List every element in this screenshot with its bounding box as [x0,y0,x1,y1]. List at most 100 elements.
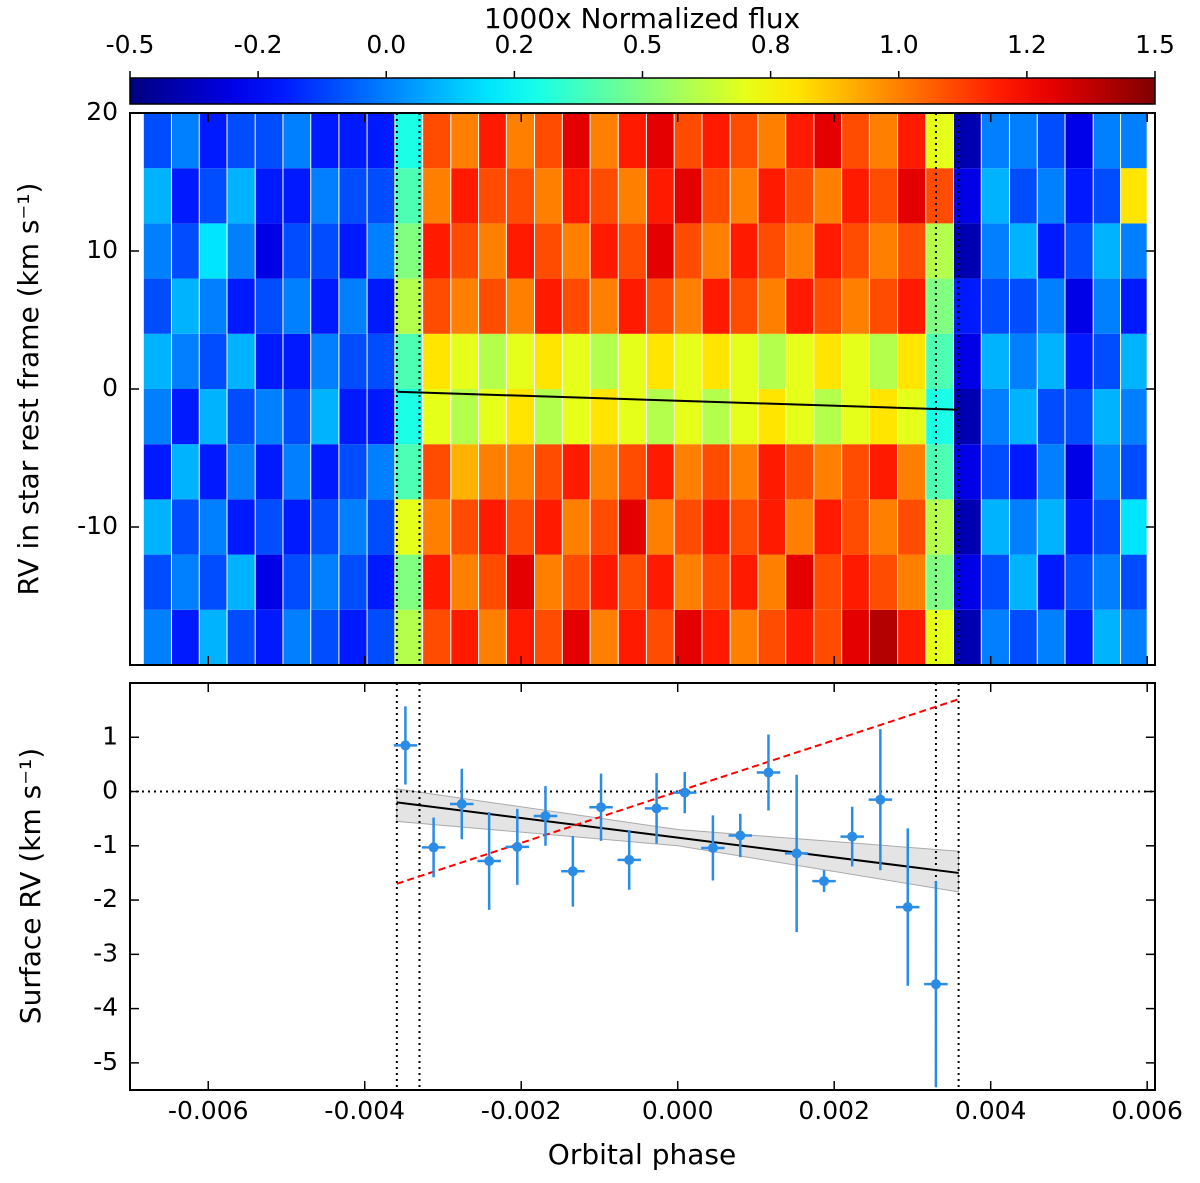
heatmap-cell [171,113,199,169]
heatmap-cell [926,389,954,445]
heatmap-cell [283,609,311,665]
heatmap-cell [367,499,395,555]
heatmap-cell [199,609,227,665]
heatmap-cell [646,223,674,279]
x-tick-label: 0.002 [798,1096,870,1125]
heatmap-cell [451,554,479,610]
heatmap-cell [395,609,423,665]
heatmap-cell [786,554,814,610]
heatmap-cell [255,168,283,224]
colorbar-tick-label: 1.5 [1135,30,1175,59]
heatmap-cell [1037,113,1065,169]
heatmap-cell [730,333,758,389]
heatmap-cell [786,389,814,445]
heatmap-cell [758,554,786,610]
heatmap-cell [730,444,758,500]
colorbar-tick-label: -0.2 [234,30,283,59]
heatmap-cell [506,113,535,169]
heatmap-cell [590,609,618,665]
heatmap-cell [423,389,451,445]
heatmap-cell [618,168,646,224]
heatmap-cell [1037,168,1065,224]
heatmap-cell [758,333,786,389]
heatmap-cell [590,499,618,555]
heatmap-cell [423,333,451,389]
heatmap-cell [702,333,730,389]
heatmap-cell [1009,168,1037,224]
heatmap-cell [199,554,227,610]
heatmap-cell [981,168,1009,224]
heatmap-cell [451,389,479,445]
heatmap-cell [842,609,869,665]
heatmap-cell [758,168,786,224]
heatmap-cell [646,554,674,610]
data-point [875,794,886,805]
heatmap-cell [1093,444,1121,500]
heatmap-cell [535,278,562,334]
heatmap-cell [255,223,283,279]
heatmap-cell [758,499,786,555]
heatmap-cell [283,499,311,555]
heatmap-cell [283,444,311,500]
heatmap-cell [479,609,506,665]
heatmap-cell [1065,168,1093,224]
heatmap-cell [451,333,479,389]
heatmap-cell [1065,278,1093,334]
data-point [707,842,718,853]
heatmap-cell [730,554,758,610]
heatmap-cell [842,499,869,555]
heatmap-cell [171,333,199,389]
heatmap-cell [954,389,981,445]
heatmap-cell [674,444,702,500]
heatmap-cell [1037,554,1065,610]
heatmap-cell [981,278,1009,334]
heatmap-cell [702,609,730,665]
heatmap-cell [786,499,814,555]
heatmap-cell [981,444,1009,500]
heatmap-cell [898,499,926,555]
y-tick-label: 0 [102,373,118,402]
heatmap-cell [506,554,535,610]
heatmap-cell [423,444,451,500]
heatmap-cell [506,223,535,279]
heatmap-cell [786,444,814,500]
heatmap-cell [590,278,618,334]
colorbar-tick-label: 1.0 [879,30,919,59]
data-point [735,830,746,841]
heatmap-cell [143,333,171,389]
heatmap-cell [618,444,646,500]
heatmap-cell [646,499,674,555]
heatmap-cell [1121,609,1147,665]
heatmap-cell [898,609,926,665]
heatmap-cell [535,554,562,610]
heatmap-cell [758,444,786,500]
heatmap-cell [367,278,395,334]
data-point [819,876,830,887]
data-point [624,854,635,865]
heatmap-cell [786,609,814,665]
heatmap-cell [1065,333,1093,389]
heatmap-cell [898,333,926,389]
heatmap-cell [143,609,171,665]
heatmap-cell [451,223,479,279]
heatmap-cell [702,554,730,610]
heatmap-cell [171,444,199,500]
heatmap-cell [423,168,451,224]
heatmap-cell [1093,554,1121,610]
x-tick-label: -0.002 [481,1096,562,1125]
heatmap-cell [367,113,395,169]
heatmap-cell [674,389,702,445]
heatmap-cell [1009,554,1037,610]
y-tick-label: -1 [93,830,118,859]
heatmap-cell [171,389,199,445]
heatmap-cell [1037,499,1065,555]
heatmap-cell [311,499,339,555]
heatmap-cell [786,278,814,334]
heatmap-cell [1037,223,1065,279]
y-tick-label: 20 [86,97,118,126]
heatmap-cell [1009,278,1037,334]
heatmap-cell [869,609,898,665]
heatmap-cell [1121,168,1147,224]
heatmap-cell [954,444,981,500]
heatmap-cell [227,168,255,224]
